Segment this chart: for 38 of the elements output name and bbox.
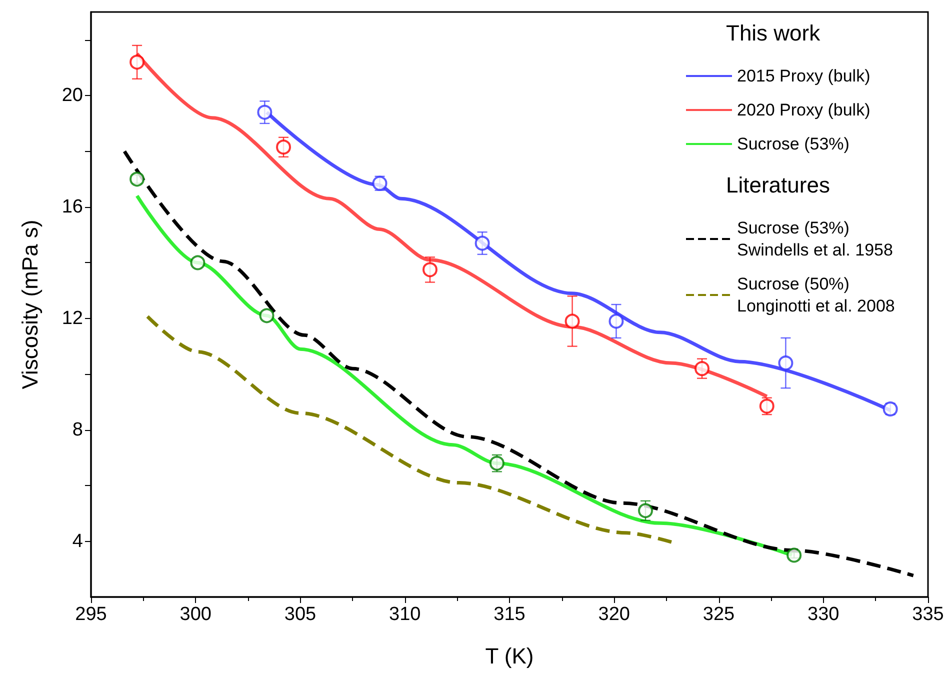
x-tick-label: 325 <box>702 604 735 625</box>
legend-label: 2020 Proxy (bulk) <box>737 100 870 120</box>
line-series <box>146 314 674 544</box>
x-tick-label: 335 <box>912 604 944 625</box>
x-tick-label: 305 <box>284 604 316 625</box>
point <box>694 361 710 376</box>
point <box>190 255 206 270</box>
x-tick-label: 295 <box>75 604 107 625</box>
y-axis-title: Viscosity (mPa s) <box>18 220 42 390</box>
point <box>130 54 145 70</box>
x-tick-label: 320 <box>598 604 630 625</box>
legend-label: Sucrose (53%) <box>737 134 850 154</box>
point <box>786 548 802 563</box>
point <box>564 314 580 329</box>
legend-label: Sucrose (53%) Swindells et al. 1958 <box>737 218 893 260</box>
point <box>422 262 438 278</box>
point <box>276 140 292 155</box>
legend-label: 2015 Proxy (bulk) <box>737 66 870 86</box>
point <box>474 236 490 251</box>
point <box>257 104 272 120</box>
point <box>778 356 794 370</box>
annotation: Literatures <box>726 172 830 198</box>
x-tick-label: 300 <box>180 604 212 625</box>
annotation: This work <box>726 20 822 46</box>
x-tick-label: 310 <box>389 604 421 625</box>
point <box>608 314 624 329</box>
x-axis-title: T (K) <box>485 644 534 668</box>
y-tick-label: 20 <box>62 85 83 106</box>
x-tick-label: 315 <box>494 604 526 625</box>
y-tick-label: 16 <box>62 196 83 218</box>
legend-label: Sucrose (50%) Longinotti et al. 2008 <box>737 274 895 316</box>
y-tick-label: 4 <box>72 530 84 552</box>
y-tick-label: 8 <box>72 419 83 440</box>
y-tick-label: 12 <box>62 308 83 329</box>
point <box>638 503 654 518</box>
x-tick-label: 330 <box>808 604 840 625</box>
point <box>259 308 274 324</box>
point <box>130 172 145 187</box>
